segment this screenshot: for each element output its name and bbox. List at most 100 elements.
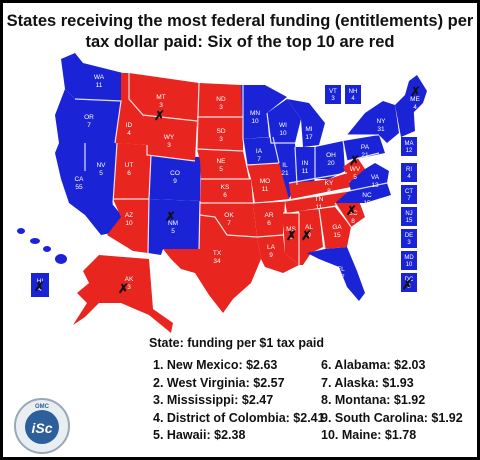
side-box-nj: NJ 15 bbox=[401, 207, 417, 226]
state-label-ks: KS 6 bbox=[221, 184, 230, 199]
state-label-il: IL 21 bbox=[281, 162, 289, 177]
side-box-ct: CT 7 bbox=[401, 185, 417, 204]
state-mo bbox=[247, 163, 289, 203]
state-tn bbox=[285, 191, 351, 213]
state-label-ok: OK 7 bbox=[224, 212, 234, 227]
state-label-ny: NY 31 bbox=[376, 118, 386, 133]
state-label-wv: WV 5 bbox=[350, 166, 361, 181]
side-boxes: VT 3 NH 4 MA 12 RI 4 CT 7 NJ 15 DE 3 MD 10 DC 3 bbox=[325, 85, 417, 292]
state-label-az: AZ 10 bbox=[125, 212, 133, 227]
marker-sc: ✗ bbox=[346, 203, 357, 218]
state-in bbox=[295, 147, 315, 185]
state-label-in: IN 11 bbox=[302, 160, 309, 175]
marker-hi: ✗ bbox=[34, 279, 45, 294]
state-label-ak: AK 3 bbox=[125, 276, 134, 291]
svg-text:NH4: NH 4 bbox=[349, 89, 358, 102]
state-nm bbox=[148, 199, 200, 255]
hi-box bbox=[31, 273, 49, 297]
state-ok bbox=[200, 203, 257, 237]
state-label-fl: FL 27 bbox=[337, 266, 345, 281]
state-ia bbox=[243, 137, 279, 165]
logo-text: OMC bbox=[35, 404, 50, 410]
state-ks bbox=[200, 179, 253, 203]
state-me bbox=[405, 75, 427, 113]
state-al bbox=[299, 209, 323, 265]
state-label-nm: NM 5 bbox=[168, 220, 178, 235]
state-label-mo: MO 11 bbox=[260, 178, 270, 193]
state-label-la: LA 9 bbox=[267, 244, 276, 259]
state-nd bbox=[197, 83, 243, 117]
state-wi bbox=[267, 99, 301, 143]
top10-markers: ✗ ✗ ✗ ✗ ✗ ✗ ✗ ✗ ✗ ✗ bbox=[34, 84, 421, 296]
state-label-me: ME 4 bbox=[410, 96, 420, 111]
state-label-wi: WI 10 bbox=[279, 122, 287, 137]
marker-me: ✗ bbox=[410, 84, 421, 99]
ranking-item-6: 6. Alabama: $2.03 bbox=[321, 358, 426, 372]
state-label-co: CO 9 bbox=[170, 170, 180, 185]
state-mi bbox=[287, 99, 325, 147]
side-box-dc: DC 3 bbox=[401, 273, 417, 292]
us-map: WA 11 OR 7 CA 55 NV 5 ID 4 MT 3 WY 3 UT 6 AZ 10 CO 9 NM 5 ND 3 S… bbox=[17, 53, 427, 333]
state-co bbox=[149, 155, 201, 201]
state-label-nc: NC 15 bbox=[362, 192, 372, 207]
state-label-oh: OH 20 bbox=[326, 152, 336, 167]
state-va bbox=[349, 163, 389, 191]
state-label-ut: UT 6 bbox=[125, 162, 134, 177]
state-label-ia: IA 7 bbox=[256, 148, 263, 163]
side-box-md: MD 10 bbox=[401, 251, 417, 270]
svg-text:DE3: DE 3 bbox=[405, 233, 413, 246]
state-label-al: AL 9 bbox=[305, 224, 313, 239]
side-box-vt: VT 3 bbox=[325, 85, 341, 104]
title-line-2: tax dollar paid: Six of the top 10 are r… bbox=[85, 33, 395, 51]
page-title: States receiving the most federal fundin… bbox=[3, 11, 477, 53]
state-or bbox=[55, 89, 121, 143]
svg-text:CT7: CT 7 bbox=[405, 189, 413, 202]
state-label-tx: TX 34 bbox=[213, 250, 222, 265]
marker-wv: ✗ bbox=[349, 153, 360, 168]
state-label-tn: TN 11 bbox=[315, 196, 324, 211]
state-ky bbox=[289, 173, 351, 199]
state-label-sc: SC 8 bbox=[348, 210, 357, 225]
state-label-or: OR 7 bbox=[84, 114, 94, 129]
ranking-item-4: 4. District of Colombia: $2.41 bbox=[153, 410, 325, 425]
ranking-item-1: 1. New Mexico: $2.63 bbox=[153, 358, 278, 372]
state-ga bbox=[319, 207, 351, 249]
state-label-nv: NV 5 bbox=[96, 162, 106, 177]
state-label-mn: MN 10 bbox=[250, 110, 260, 125]
side-box-ma: MA 12 bbox=[401, 137, 417, 156]
ranking-item-10: 10. Maine: $1.78 bbox=[321, 428, 417, 442]
marker-dc: ✗ bbox=[402, 277, 413, 292]
state-ut bbox=[113, 143, 151, 199]
state-label-va: VA 13 bbox=[371, 174, 380, 189]
state-ak bbox=[73, 255, 173, 333]
state-ny bbox=[347, 101, 399, 143]
omc-logo: iSc OMC bbox=[14, 398, 70, 454]
marker-nm: ✗ bbox=[165, 209, 176, 224]
ranking-item-9: 9. South Carolina: $1.92 bbox=[321, 410, 463, 425]
state-ne bbox=[197, 149, 249, 179]
ranking-item-3: 3. Mississippi: $2.47 bbox=[153, 393, 274, 407]
state-tx bbox=[163, 215, 261, 313]
state-label-pa: PA 21 bbox=[361, 144, 370, 159]
state-label-ar: AR 6 bbox=[264, 212, 273, 227]
title-line-1: States receiving the most federal fundin… bbox=[6, 12, 474, 30]
state-nc bbox=[335, 183, 391, 203]
state-label-mi: MI 17 bbox=[305, 126, 313, 141]
state-borders bbox=[74, 73, 388, 265]
state-sc bbox=[335, 201, 365, 227]
state-label-ms: MS 6 bbox=[286, 226, 296, 241]
state-la bbox=[257, 235, 299, 273]
state-wa bbox=[61, 53, 123, 101]
side-box-ri: RI 4 bbox=[401, 163, 417, 182]
state-label-sd: SD 3 bbox=[216, 128, 225, 143]
marker-ak: ✗ bbox=[118, 281, 129, 296]
svg-text:RI4: RI 4 bbox=[406, 167, 412, 180]
svg-text:VT3: VT 3 bbox=[329, 89, 337, 102]
state-label-wy: WY 3 bbox=[164, 134, 175, 149]
state-label-hi: HI 4 bbox=[37, 278, 44, 293]
state-wy bbox=[143, 115, 197, 161]
ranking-item-2: 2. West Virginia: $2.57 bbox=[153, 375, 285, 390]
